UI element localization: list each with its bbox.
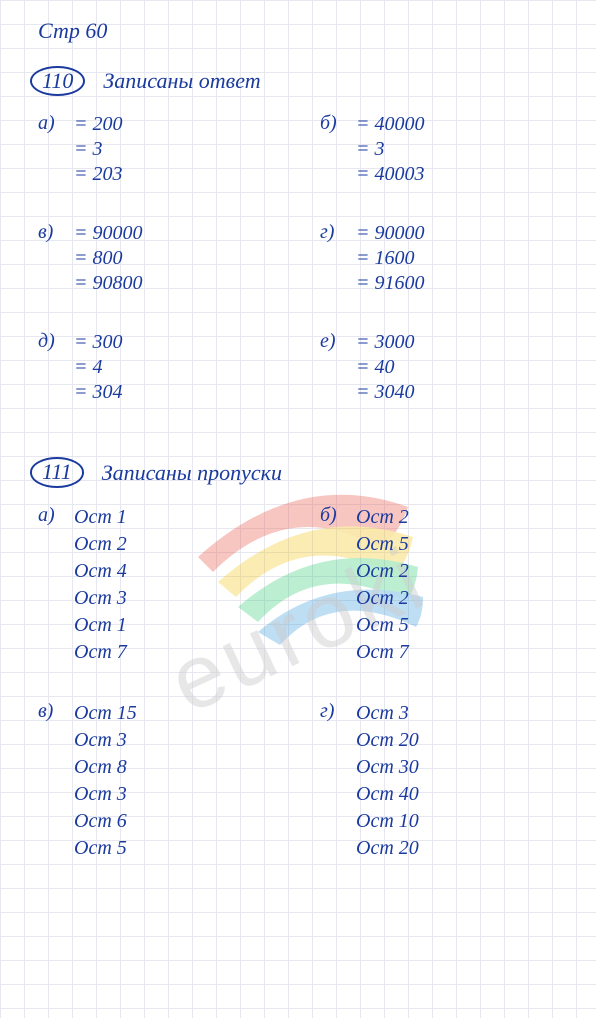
value-line: Ост 40 — [356, 781, 419, 808]
value-line: = 200 — [74, 112, 123, 137]
value-line: Ост 4 — [74, 558, 127, 585]
value-line: = 91600 — [356, 271, 425, 296]
item-values: = 200 = 3 = 203 — [74, 112, 123, 187]
item-label: б) — [320, 112, 348, 187]
item-label: д) — [38, 330, 66, 405]
problem-110-item-g: г) = 90000 = 1600 = 91600 — [320, 221, 566, 296]
value-line: Ост 3 — [74, 585, 127, 612]
problem-110-item-d: д) = 300 = 4 = 304 — [38, 330, 284, 405]
item-values: Ост 15 Ост 3 Ост 8 Ост 3 Ост 6 Ост 5 — [74, 700, 137, 862]
problem-title: 111 Записаны пропуски — [30, 457, 566, 487]
value-line: = 3 — [74, 137, 123, 162]
value-line: = 3000 — [356, 330, 415, 355]
value-line: = 304 — [74, 380, 123, 405]
value-line: Ост 2 — [356, 558, 409, 585]
value-line: = 4 — [74, 355, 123, 380]
value-line: Ост 2 — [356, 585, 409, 612]
problem-110-answers: а) = 200 = 3 = 203 б) = 40000 = 3 = 4000… — [30, 112, 566, 429]
problem-111-item-a: а) Ост 1 Ост 2 Ост 4 Ост 3 Ост 1 Ост 7 — [38, 504, 284, 666]
problem-110-item-e: е) = 3000 = 40 = 3040 — [320, 330, 566, 405]
value-line: = 40 — [356, 355, 415, 380]
problem-111-item-v: в) Ост 15 Ост 3 Ост 8 Ост 3 Ост 6 Ост 5 — [38, 700, 284, 862]
value-line: = 1600 — [356, 246, 425, 271]
problem-heading: Записаны ответ — [103, 68, 260, 94]
value-line: Ост 10 — [356, 808, 419, 835]
value-line: Ост 5 — [356, 531, 409, 558]
item-values: = 90000 = 800 = 90800 — [74, 221, 143, 296]
value-line: Ост 7 — [74, 639, 127, 666]
value-line: = 40000 — [356, 112, 425, 137]
item-values: = 300 = 4 = 304 — [74, 330, 123, 405]
value-line: Ост 3 — [74, 727, 137, 754]
value-line: = 3 — [356, 137, 425, 162]
item-values: = 90000 = 1600 = 91600 — [356, 221, 425, 296]
item-label: б) — [320, 504, 348, 666]
problem-heading: Записаны пропуски — [102, 460, 282, 486]
value-line: Ост 8 — [74, 754, 137, 781]
value-line: Ост 2 — [356, 504, 409, 531]
value-line: Ост 3 — [74, 781, 137, 808]
value-line: Ост 1 — [74, 504, 127, 531]
value-line: Ост 7 — [356, 639, 409, 666]
value-line: = 3040 — [356, 380, 415, 405]
problem-number: 110 — [30, 66, 85, 96]
item-label: а) — [38, 504, 66, 666]
item-label: г) — [320, 700, 348, 862]
value-line: Ост 1 — [74, 612, 127, 639]
page-header: Стр 60 — [38, 18, 566, 44]
value-line: Ост 5 — [356, 612, 409, 639]
item-values: = 3000 = 40 = 3040 — [356, 330, 415, 405]
value-line: Ост 15 — [74, 700, 137, 727]
value-line: Ост 30 — [356, 754, 419, 781]
value-line: = 90800 — [74, 271, 143, 296]
value-line: Ост 2 — [74, 531, 127, 558]
value-line: = 90000 — [356, 221, 425, 246]
value-line: = 800 — [74, 246, 143, 271]
item-label: г) — [320, 221, 348, 296]
problem-111: 111 Записаны пропуски а) Ост 1 Ост 2 Ост… — [30, 457, 566, 885]
problem-110-item-b: б) = 40000 = 3 = 40003 — [320, 112, 566, 187]
problem-110-item-a: а) = 200 = 3 = 203 — [38, 112, 284, 187]
item-values: Ост 1 Ост 2 Ост 4 Ост 3 Ост 1 Ост 7 — [74, 504, 127, 666]
page-content: Стр 60 110 Записаны ответ а) = 200 = 3 =… — [0, 0, 596, 1018]
item-label: е) — [320, 330, 348, 405]
item-values: Ост 2 Ост 5 Ост 2 Ост 2 Ост 5 Ост 7 — [356, 504, 409, 666]
problem-111-item-g: г) Ост 3 Ост 20 Ост 30 Ост 40 Ост 10 Ост… — [320, 700, 566, 862]
value-line: = 90000 — [74, 221, 143, 246]
item-values: Ост 3 Ост 20 Ост 30 Ост 40 Ост 10 Ост 20 — [356, 700, 419, 862]
value-line: = 300 — [74, 330, 123, 355]
problem-110-item-v: в) = 90000 = 800 = 90800 — [38, 221, 284, 296]
problem-110: 110 Записаны ответ а) = 200 = 3 = 203 б)… — [30, 66, 566, 429]
problem-111-answers: а) Ост 1 Ост 2 Ост 4 Ост 3 Ост 1 Ост 7 б… — [30, 504, 566, 886]
problem-111-item-b: б) Ост 2 Ост 5 Ост 2 Ост 2 Ост 5 Ост 7 — [320, 504, 566, 666]
item-label: в) — [38, 700, 66, 862]
item-label: в) — [38, 221, 66, 296]
value-line: = 203 — [74, 162, 123, 187]
problem-title: 110 Записаны ответ — [30, 66, 566, 96]
value-line: Ост 3 — [356, 700, 419, 727]
item-values: = 40000 = 3 = 40003 — [356, 112, 425, 187]
value-line: Ост 6 — [74, 808, 137, 835]
item-label: а) — [38, 112, 66, 187]
value-line: = 40003 — [356, 162, 425, 187]
value-line: Ост 20 — [356, 727, 419, 754]
value-line: Ост 20 — [356, 835, 419, 862]
value-line: Ост 5 — [74, 835, 137, 862]
problem-number: 111 — [30, 457, 84, 487]
